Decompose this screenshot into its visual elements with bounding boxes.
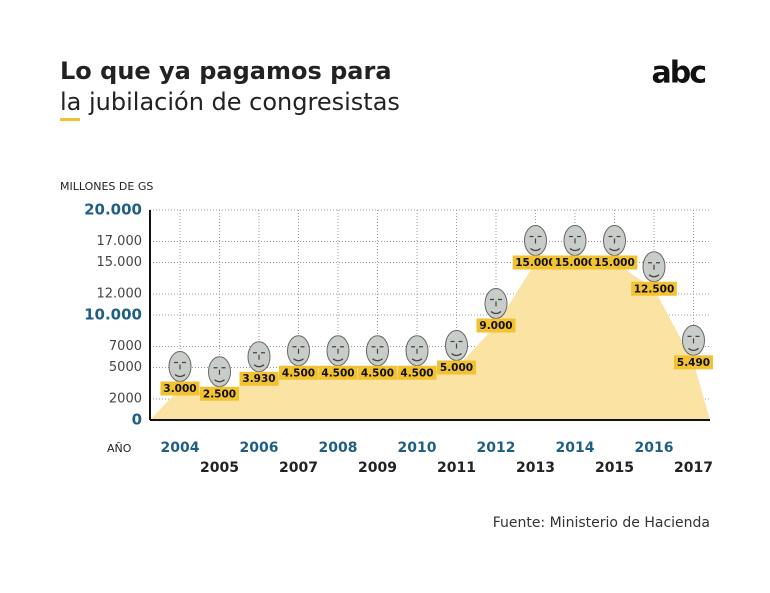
x-tick-label: 2013 xyxy=(516,460,555,476)
x-tick-label: 2016 xyxy=(635,440,674,456)
value-label: 3.000 xyxy=(163,383,196,395)
value-label-box xyxy=(437,360,476,375)
y-tick-label: 10.000 xyxy=(84,306,142,324)
value-label-box xyxy=(631,281,677,296)
face-detail xyxy=(687,335,700,351)
face-detail xyxy=(292,346,305,362)
chart-title: Lo que ya pagamos para xyxy=(60,57,392,85)
value-label: 2.500 xyxy=(203,388,236,400)
x-tick-label: 2015 xyxy=(595,460,634,476)
face-detail xyxy=(450,340,463,357)
x-tick-label: 2006 xyxy=(240,440,279,456)
face-detail xyxy=(371,346,384,362)
x-tick-label: 2007 xyxy=(279,460,318,476)
value-label-box xyxy=(200,386,239,401)
face-icon xyxy=(642,251,666,283)
y-tick-label: 17.000 xyxy=(97,234,143,249)
face-detail xyxy=(174,361,186,378)
x-tick-label: 2005 xyxy=(200,460,239,476)
chart-subtitle: la jubilación de congresistas xyxy=(60,88,400,116)
value-label: 4.500 xyxy=(400,367,433,379)
logo: abc xyxy=(651,56,705,91)
face-icon xyxy=(484,288,508,319)
y-tick-label: 5000 xyxy=(109,360,142,375)
y-tick-label: 0 xyxy=(132,411,142,429)
x-tick-label: 2010 xyxy=(398,440,437,456)
value-label-box xyxy=(160,381,200,396)
value-label: 15.000 xyxy=(555,257,596,269)
face-detail xyxy=(253,352,265,368)
x-tick-label: 2004 xyxy=(161,440,200,456)
value-label-box xyxy=(476,318,516,333)
x-tick-label: 2011 xyxy=(437,460,476,476)
face-icon xyxy=(524,225,547,256)
face-icon xyxy=(287,335,310,367)
x-tick-label: 2017 xyxy=(674,460,713,476)
face-icon xyxy=(168,351,192,382)
value-label-box xyxy=(552,255,598,270)
face-icon xyxy=(603,225,626,256)
value-label: 12.500 xyxy=(634,283,675,295)
face-icon xyxy=(326,335,350,367)
face-detail xyxy=(490,298,502,315)
face-detail xyxy=(529,235,542,252)
value-label-box xyxy=(279,365,318,380)
face-detail xyxy=(569,235,581,252)
face-detail xyxy=(648,262,660,278)
value-label-box xyxy=(318,365,358,380)
face-icon xyxy=(405,335,429,367)
y-tick-label: 12.000 xyxy=(97,287,143,302)
value-label: 9.000 xyxy=(479,320,512,332)
y-tick-label: 15.000 xyxy=(97,255,143,270)
face-detail xyxy=(608,235,621,252)
face-detail xyxy=(213,367,226,383)
y-tick-label: 2000 xyxy=(109,392,142,407)
value-label: 5.000 xyxy=(440,362,473,374)
face-icon xyxy=(208,356,231,388)
value-label-box xyxy=(358,365,397,380)
value-label-box xyxy=(512,255,559,270)
value-label-box xyxy=(674,355,713,370)
y-tick-label: 20.000 xyxy=(84,201,142,219)
face-icon xyxy=(682,324,705,356)
face-detail xyxy=(411,346,423,362)
face-icon xyxy=(247,341,271,373)
value-label-box xyxy=(397,365,437,380)
value-label: 4.500 xyxy=(361,367,394,379)
value-label: 15.000 xyxy=(594,257,635,269)
value-label-box xyxy=(239,371,279,386)
x-tick-label: 2014 xyxy=(556,440,595,456)
y-axis-label: MILLONES DE GS xyxy=(60,180,153,193)
x-tick-label: 2012 xyxy=(477,440,516,456)
value-label: 3.930 xyxy=(242,373,275,385)
y-tick-label: 7000 xyxy=(109,339,142,354)
x-tick-label: 2008 xyxy=(319,440,358,456)
face-icon xyxy=(563,225,587,256)
face-icon xyxy=(445,330,468,361)
value-label: 4.500 xyxy=(282,367,315,379)
value-label: 5.490 xyxy=(677,357,710,369)
x-axis-label: AÑO xyxy=(107,442,132,455)
value-label: 15.000 xyxy=(515,257,556,269)
source: Fuente: Ministerio de Hacienda xyxy=(493,515,710,531)
title-underline xyxy=(60,118,80,121)
value-label: 4.500 xyxy=(321,367,354,379)
x-tick-label: 2009 xyxy=(358,460,397,476)
area xyxy=(150,262,710,420)
face-detail xyxy=(332,346,344,362)
face-icon xyxy=(366,335,389,367)
value-label-box xyxy=(591,255,638,270)
